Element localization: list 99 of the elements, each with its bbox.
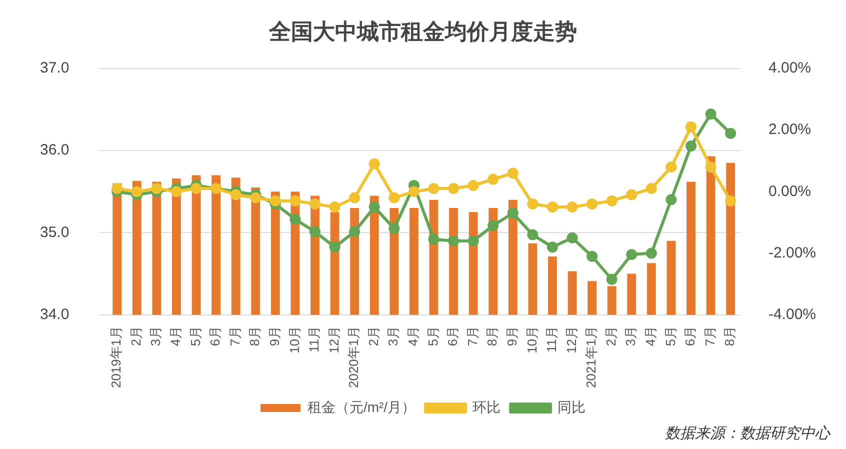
- point: [626, 248, 638, 260]
- x-tick-label: 6月: [208, 326, 223, 346]
- y2-tick-label: -2.00%: [768, 244, 816, 262]
- y-tick-label: 37.0: [40, 60, 70, 77]
- point: [329, 202, 340, 213]
- x-tick-label: 6月: [445, 326, 460, 346]
- point: [586, 250, 598, 262]
- point: [190, 183, 202, 194]
- x-tick-label: 11月: [544, 326, 560, 352]
- point: [566, 202, 578, 213]
- point: [606, 195, 618, 206]
- point: [666, 194, 677, 206]
- x-tick-label: 2021年1月: [584, 326, 599, 388]
- point: [468, 180, 479, 191]
- point: [646, 248, 657, 259]
- x-tick-label: 6月: [682, 326, 698, 346]
- x-tick-label: 7月: [464, 326, 480, 346]
- x-tick-label: 5月: [662, 326, 678, 346]
- point: [329, 242, 340, 253]
- point: [606, 274, 618, 285]
- x-tick-label: 5月: [425, 326, 440, 346]
- x-tick-label: 9月: [266, 326, 282, 346]
- point: [725, 195, 736, 206]
- y2-tick-label: 4.00%: [768, 60, 812, 77]
- point: [309, 226, 320, 238]
- point: [448, 183, 460, 194]
- point: [546, 202, 558, 213]
- y-tick-label: 35.0: [40, 224, 70, 241]
- point: [705, 161, 716, 172]
- x-tick-label: 4月: [168, 326, 184, 346]
- x-tick-label: 8月: [247, 326, 262, 346]
- y-tick-label: 36.0: [40, 142, 70, 159]
- x-tick-label: 2月: [366, 326, 381, 346]
- point: [349, 192, 360, 204]
- point: [131, 186, 142, 198]
- point: [686, 140, 696, 152]
- point: [112, 183, 123, 194]
- point: [686, 121, 696, 132]
- x-tick-label: 10月: [286, 326, 302, 354]
- x-tick-label: 7月: [702, 326, 718, 346]
- point: [349, 226, 360, 238]
- point: [586, 198, 598, 210]
- point: [448, 235, 460, 246]
- x-tick-label: 4月: [406, 326, 421, 346]
- x-tick-label: 10月: [524, 326, 540, 354]
- y2-tick-label: 0.00%: [768, 182, 812, 200]
- point: [488, 174, 499, 185]
- x-tick-label: 5月: [188, 326, 203, 346]
- y-tick-label: 34.0: [40, 306, 70, 323]
- point: [646, 183, 657, 194]
- x-tick-label: 2020年1月: [346, 326, 362, 388]
- x-tick-label: 7月: [227, 326, 242, 346]
- point: [527, 198, 538, 210]
- point: [488, 220, 499, 232]
- source-note: 数据来源：数据研究中心: [665, 424, 830, 443]
- legend-label: 租金（元/m²/月）: [307, 398, 416, 415]
- x-tick-label: 12月: [564, 326, 579, 354]
- x-tick-label: 11月: [306, 326, 322, 352]
- x-tick-label: 2月: [603, 326, 618, 346]
- point: [705, 108, 716, 120]
- x-tick-label: 8月: [484, 326, 500, 346]
- point: [230, 189, 242, 200]
- legend-label: 同比: [558, 398, 586, 415]
- point: [170, 186, 182, 198]
- point: [388, 223, 400, 234]
- point: [250, 192, 262, 204]
- chart-title: 全国大中城市租金均价月度走势: [268, 18, 577, 45]
- point: [468, 235, 479, 246]
- point: [428, 183, 440, 194]
- x-tick-label: 2月: [128, 326, 144, 346]
- point: [408, 186, 420, 198]
- x-tick-label: 8月: [722, 326, 738, 346]
- point: [666, 161, 677, 172]
- point: [151, 183, 162, 194]
- point: [527, 229, 538, 240]
- point: [507, 208, 518, 219]
- point: [368, 158, 380, 170]
- point: [566, 232, 578, 244]
- point: [507, 168, 518, 179]
- point: [270, 195, 281, 206]
- x-tick-label: 3月: [623, 326, 638, 346]
- x-tick-label: 3月: [148, 326, 164, 346]
- point: [309, 198, 320, 210]
- point: [368, 202, 380, 213]
- y2-tick-label: 2.00%: [768, 121, 812, 138]
- point: [626, 189, 638, 200]
- x-tick-label: 9月: [504, 326, 520, 346]
- legend-label: 环比: [472, 398, 501, 415]
- x-tick-label: 4月: [642, 326, 658, 346]
- point: [546, 242, 558, 253]
- point: [290, 195, 301, 206]
- point: [388, 192, 400, 204]
- point: [725, 128, 736, 139]
- point: [290, 214, 301, 225]
- y2-tick-label: -4.00%: [768, 306, 816, 323]
- x-tick-label: 12月: [326, 326, 342, 354]
- point: [428, 234, 440, 245]
- x-tick-label: 3月: [386, 326, 401, 346]
- x-tick-label: 2019年1月: [108, 326, 124, 388]
